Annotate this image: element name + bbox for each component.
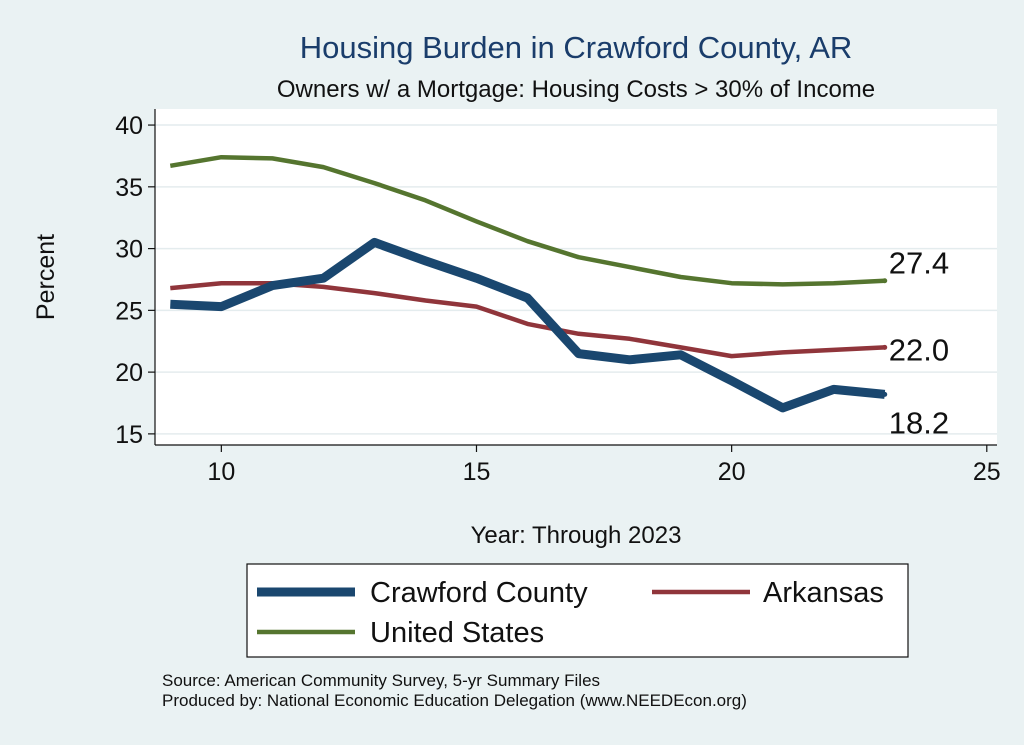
producer-note: Produced by: National Economic Education… xyxy=(162,691,747,710)
x-tick-label-25: 25 xyxy=(973,458,1001,486)
y-axis-title: Percent xyxy=(32,234,60,320)
end-marker-crawford-county xyxy=(882,391,888,397)
chart-title: Housing Burden in Crawford County, AR xyxy=(300,30,853,65)
legend-label-united-states: United States xyxy=(370,617,544,649)
x-tick-label-10: 10 xyxy=(207,458,235,486)
legend: Crawford County Arkansas United States xyxy=(246,563,909,658)
x-tick-label-20: 20 xyxy=(718,458,746,486)
y-tick-label-25: 25 xyxy=(115,297,143,325)
chart-subtitle: Owners w/ a Mortgage: Housing Costs > 30… xyxy=(277,76,875,103)
y-tick-label-30: 30 xyxy=(115,236,143,264)
data-label-crawford-county: 18.2 xyxy=(889,405,949,440)
legend-label-arkansas: Arkansas xyxy=(763,577,884,609)
x-tick-label-15: 15 xyxy=(463,458,491,486)
y-tick-label-35: 35 xyxy=(115,174,143,202)
legend-label-crawford-county: Crawford County xyxy=(370,577,588,609)
data-label-united-states: 27.4 xyxy=(889,246,949,281)
end-marker-united-states xyxy=(882,278,888,284)
data-label-arkansas: 22.0 xyxy=(889,332,949,367)
source-note: Source: American Community Survey, 5-yr … xyxy=(162,671,601,690)
y-tick-label-40: 40 xyxy=(115,112,143,140)
end-marker-arkansas xyxy=(882,344,888,350)
y-tick-label-20: 20 xyxy=(115,359,143,387)
y-tick-label-15: 15 xyxy=(115,421,143,449)
x-axis-title: Year: Through 2023 xyxy=(471,522,682,549)
